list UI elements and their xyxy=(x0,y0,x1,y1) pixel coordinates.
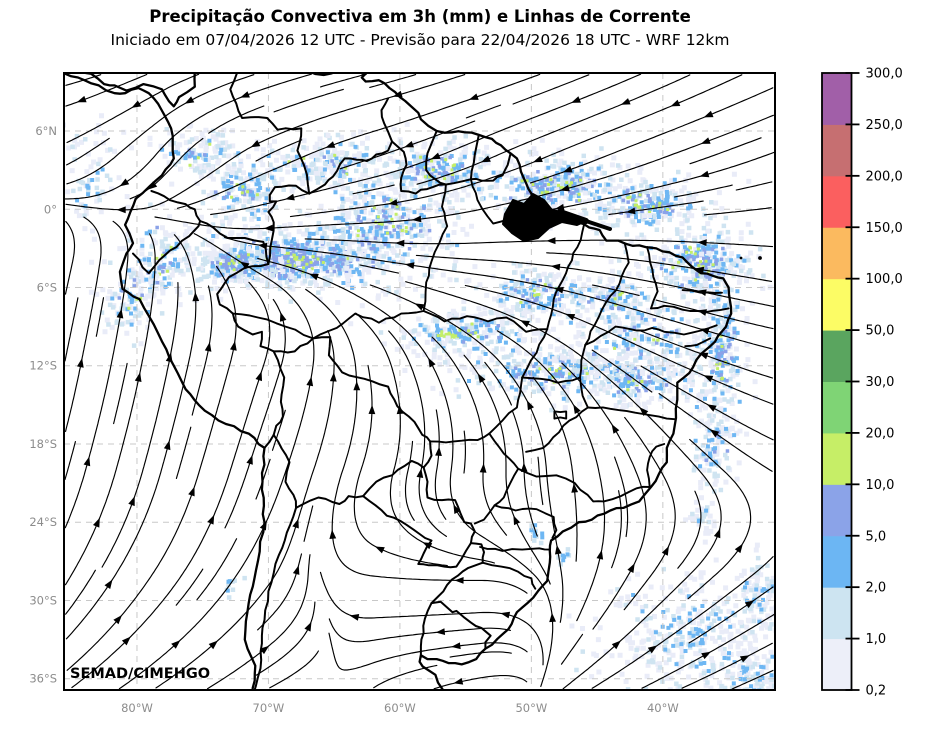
colorbar-segment xyxy=(822,381,852,434)
lon-tick-label: 50°W xyxy=(515,701,547,715)
lat-tick-label: 6°N xyxy=(35,124,57,138)
colorbar-tick-label: 200,0 xyxy=(866,169,903,184)
colorbar-tick-label: 300,0 xyxy=(866,67,903,82)
colorbar-segment xyxy=(822,330,852,382)
colorbar-segment xyxy=(822,73,852,125)
lon-tick-label: 40°W xyxy=(647,701,679,715)
lon-tick-label: 60°W xyxy=(384,701,416,715)
colorbar-tick-label: 250,0 xyxy=(866,118,903,133)
colorbar-segment xyxy=(822,638,852,691)
lat-tick-label: 0° xyxy=(44,202,57,216)
colorbar-tick-label: 50,0 xyxy=(866,324,895,339)
colorbar-tick-label: 2,0 xyxy=(866,581,887,596)
colorbar-segment xyxy=(822,484,852,537)
plot-frame xyxy=(63,72,776,691)
lat-tick-label: 36°S xyxy=(29,672,57,686)
amazon-delta-ink-blob xyxy=(502,193,762,260)
lon-tick-label: 80°W xyxy=(121,701,153,715)
latitude-axis-labels: 6°N 0° 6°S 12°S 18°S 24°S 30°S 36°S xyxy=(29,124,57,686)
lon-tick-label: 70°W xyxy=(253,701,285,715)
colorbar-segment xyxy=(822,124,852,177)
colorbar: 0,2 1,0 2,0 5,0 10,0 20,0 30,0 50,0 100,0 150,0 20… xyxy=(821,67,903,699)
colorbar-tick-label: 0,2 xyxy=(866,684,887,699)
lat-tick-label: 12°S xyxy=(29,359,57,373)
colorbar-segment xyxy=(822,278,852,331)
watermark-label: SEMAD/CIMEHGO xyxy=(70,666,210,682)
colorbar-tick-label: 100,0 xyxy=(866,272,903,287)
colorbar-segment xyxy=(822,432,852,485)
colorbar-segment xyxy=(822,227,852,280)
colorbar-tick-label: 150,0 xyxy=(866,221,903,236)
colorbar-tick-label: 20,0 xyxy=(866,426,895,441)
lat-tick-label: 6°S xyxy=(37,281,57,295)
lat-tick-label: 24°S xyxy=(29,515,57,529)
colorbar-segment xyxy=(822,587,852,640)
colorbar-tick-label: 30,0 xyxy=(866,375,895,390)
longitude-axis-labels: 80°W 70°W 60°W 50°W 40°W xyxy=(121,701,679,715)
colorbar-tick-label: 10,0 xyxy=(866,478,895,493)
colorbar-tick-label: 1,0 xyxy=(866,632,887,647)
coastline-borders-layer xyxy=(64,73,733,690)
colorbar-segment xyxy=(822,175,852,228)
chart-title: Precipitação Convectiva em 3h (mm) e Lin… xyxy=(149,7,691,26)
chart-subtitle: Iniciado em 07/04/2026 12 UTC - Previsão… xyxy=(110,31,730,49)
colorbar-tick-label: 5,0 xyxy=(866,529,887,544)
streamlines-layer xyxy=(64,73,775,690)
graticule-gridlines xyxy=(64,73,775,690)
lat-tick-label: 18°S xyxy=(29,437,57,451)
lat-tick-label: 30°S xyxy=(29,593,57,607)
colorbar-segment xyxy=(822,535,852,588)
